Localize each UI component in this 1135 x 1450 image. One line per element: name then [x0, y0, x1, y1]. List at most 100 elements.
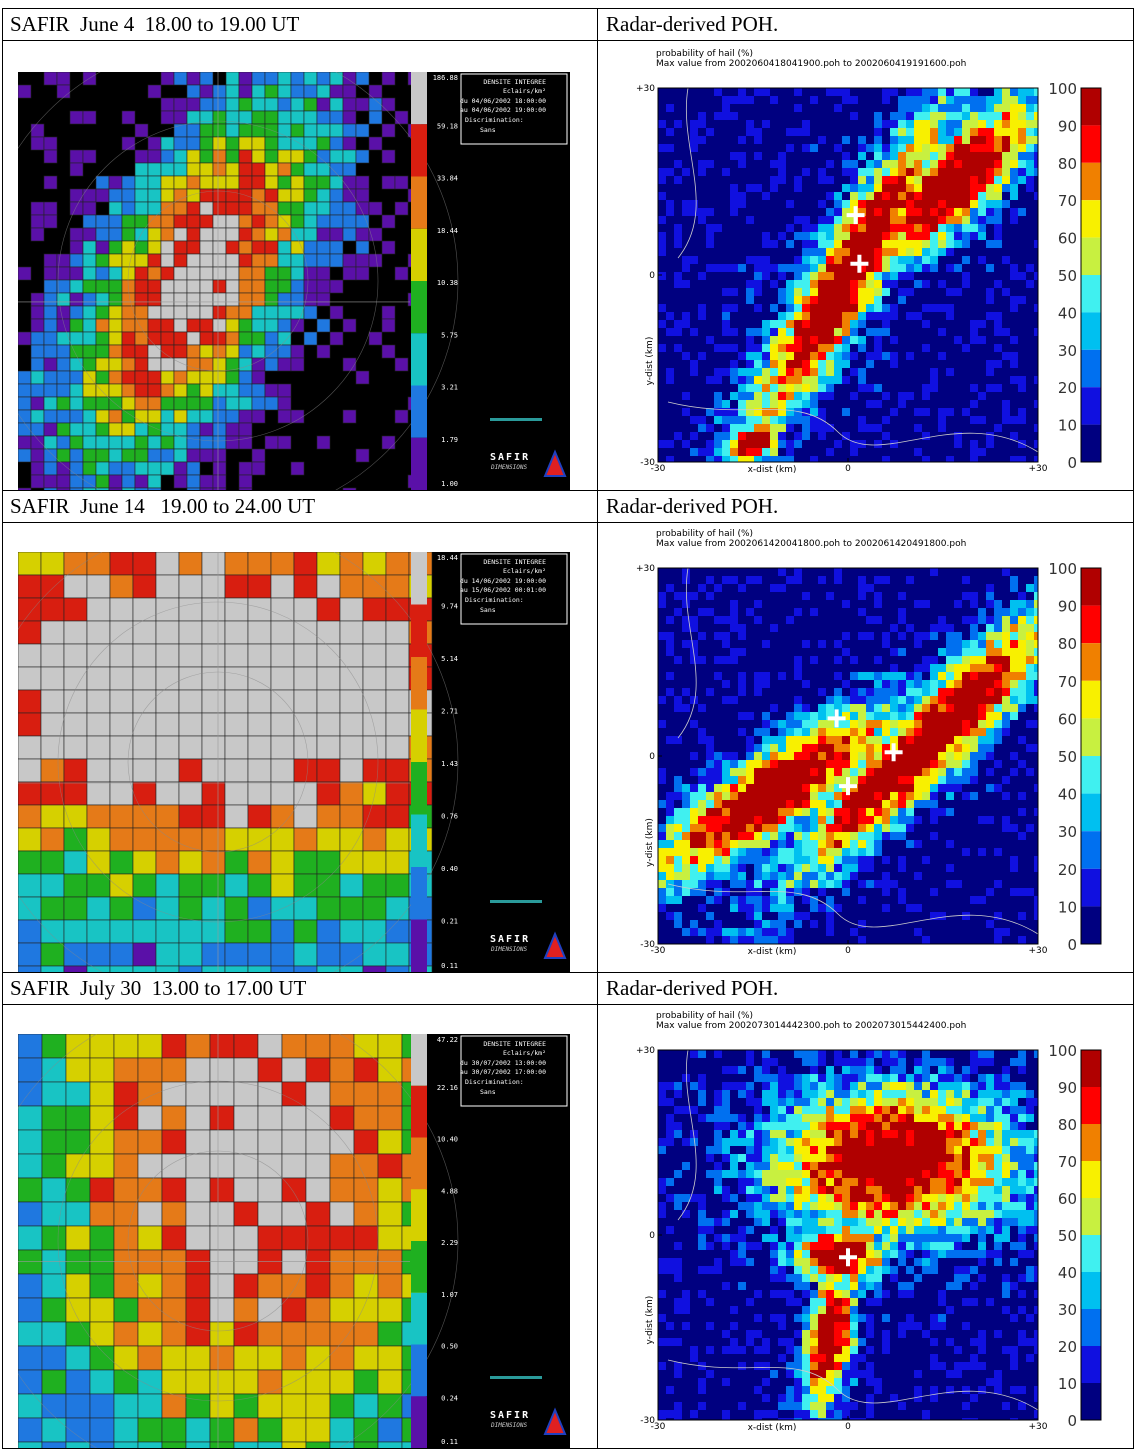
poh-cell [746, 408, 754, 416]
density-cell [90, 1058, 114, 1082]
poh-cell [778, 1154, 786, 1162]
poh-cell [674, 856, 682, 864]
density-cell [252, 202, 265, 215]
poh-cell [802, 280, 810, 288]
density-cell [265, 436, 278, 449]
density-cell [291, 319, 304, 332]
poh-cell [730, 768, 738, 776]
poh-cell [818, 248, 826, 256]
density-cell [148, 384, 161, 397]
poh-cell [682, 784, 690, 792]
poh-cell [962, 152, 970, 160]
poh-cell [978, 616, 986, 624]
poh-cell [754, 880, 762, 888]
poh-cell [770, 1210, 778, 1218]
poh-cell [754, 272, 762, 280]
density-cell [382, 215, 395, 228]
poh-cell [866, 840, 874, 848]
poh-cell [826, 160, 834, 168]
density-cell [156, 943, 179, 966]
poh-cell [826, 1234, 834, 1242]
poh-cell [978, 320, 986, 328]
density-cell [330, 137, 343, 150]
poh-cell [794, 776, 802, 784]
poh-cell [874, 1218, 882, 1226]
poh-cell [714, 1162, 722, 1170]
poh-cell [842, 224, 850, 232]
poh-cell [658, 1338, 666, 1346]
density-cell [66, 1226, 90, 1250]
poh-cell [1034, 616, 1038, 624]
poh-cell [874, 208, 882, 216]
poh-cell [842, 600, 850, 608]
poh-cell [834, 256, 842, 264]
poh-cell [842, 1402, 850, 1410]
poh-cell [746, 256, 754, 264]
poh-cell [866, 856, 874, 864]
poh-cell [834, 1266, 842, 1274]
poh-cell [874, 1098, 882, 1106]
scale-band [411, 438, 427, 490]
density-cell [330, 1226, 354, 1250]
density-cell [133, 736, 156, 759]
poh-cell [754, 776, 762, 784]
poh-cell [794, 1314, 802, 1322]
density-cell [239, 72, 252, 85]
density-cell [382, 345, 395, 358]
poh-cell [874, 1202, 882, 1210]
poh-cell [722, 768, 730, 776]
poh-cell [738, 456, 746, 462]
poh-cell [770, 808, 778, 816]
poh-cell [882, 1202, 890, 1210]
poh-cell [962, 672, 970, 680]
poh-cell [714, 1266, 722, 1274]
poh-cell [930, 160, 938, 168]
poh-cell [1026, 672, 1034, 680]
poh-cell [810, 1330, 818, 1338]
poh-cell [786, 816, 794, 824]
density-cell [239, 462, 252, 475]
poh-cell [738, 352, 746, 360]
density-cell [200, 254, 213, 267]
poh-cell [730, 1154, 738, 1162]
colorbar-label: 100 [1048, 560, 1077, 578]
poh-cell [1026, 824, 1034, 832]
poh-cell [762, 1162, 770, 1170]
poh-cell [778, 336, 786, 344]
poh-cell [1018, 600, 1026, 608]
poh-cell [778, 912, 786, 920]
poh-cell [746, 328, 754, 336]
poh-cell [906, 736, 914, 744]
poh-cell [962, 208, 970, 216]
poh-cell [778, 384, 786, 392]
poh-cell [842, 1410, 850, 1418]
poh-cell [1010, 616, 1018, 624]
poh-cell [882, 216, 890, 224]
poh-cell [730, 432, 738, 440]
poh-cell [1034, 104, 1038, 112]
poh-cell [898, 704, 906, 712]
poh-cell [930, 168, 938, 176]
density-cell [109, 176, 122, 189]
density-cell [317, 85, 330, 98]
density-cell [174, 332, 187, 345]
poh-cell [706, 1266, 714, 1274]
poh-cell [786, 1402, 794, 1410]
poh-cell [1034, 640, 1038, 648]
poh-cell [722, 1090, 730, 1098]
poh-cell [954, 720, 962, 728]
poh-cell [954, 752, 962, 760]
poh-cell [898, 592, 906, 600]
poh-cell [842, 1178, 850, 1186]
density-cell [110, 874, 133, 897]
density-cell [109, 280, 122, 293]
density-cell [83, 150, 96, 163]
density-cell [122, 254, 135, 267]
poh-cell [850, 1362, 858, 1370]
density-cell [64, 736, 87, 759]
poh-cell [906, 824, 914, 832]
poh-cell [866, 768, 874, 776]
poh-cell [834, 1234, 842, 1242]
poh-cell [778, 392, 786, 400]
poh-cell [778, 800, 786, 808]
